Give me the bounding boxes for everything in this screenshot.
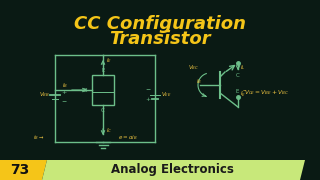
Polygon shape: [42, 160, 305, 180]
Text: $e = \alpha i_B$: $e = \alpha i_B$: [118, 133, 138, 142]
Text: $V_{BC}$: $V_{BC}$: [188, 63, 199, 72]
Text: −: −: [145, 87, 150, 91]
Text: −: −: [61, 98, 66, 104]
Text: Analog Electronics: Analog Electronics: [111, 163, 233, 177]
Text: C: C: [101, 108, 105, 113]
Text: 73: 73: [10, 163, 30, 177]
Text: $V_{BB}$: $V_{BB}$: [39, 91, 50, 99]
Text: +: +: [61, 89, 66, 94]
Text: +: +: [145, 96, 150, 102]
Text: C: C: [236, 73, 240, 78]
Text: $I_B$: $I_B$: [196, 77, 202, 86]
Text: $I_B$: $I_B$: [62, 81, 68, 90]
Text: CC Configuration: CC Configuration: [74, 15, 246, 33]
Bar: [92, 75, 114, 105]
Text: B: B: [84, 87, 87, 93]
Text: E: E: [101, 68, 105, 73]
Text: $I_E^{-}$: $I_E^{-}$: [240, 89, 247, 98]
Polygon shape: [0, 160, 47, 180]
Text: Transistor: Transistor: [109, 30, 211, 48]
Text: $V_{EE}$: $V_{EE}$: [161, 91, 172, 99]
Text: E: E: [236, 89, 239, 94]
Text: $i_B \rightarrow$: $i_B \rightarrow$: [33, 133, 44, 142]
Text: $V_{CE} = V_{BE} + V_{BC}$: $V_{CE} = V_{BE} + V_{BC}$: [244, 89, 289, 97]
Text: $I_C$: $I_C$: [106, 126, 112, 135]
Text: $I_L$: $I_L$: [240, 63, 245, 72]
Text: $I_E$: $I_E$: [106, 56, 112, 65]
